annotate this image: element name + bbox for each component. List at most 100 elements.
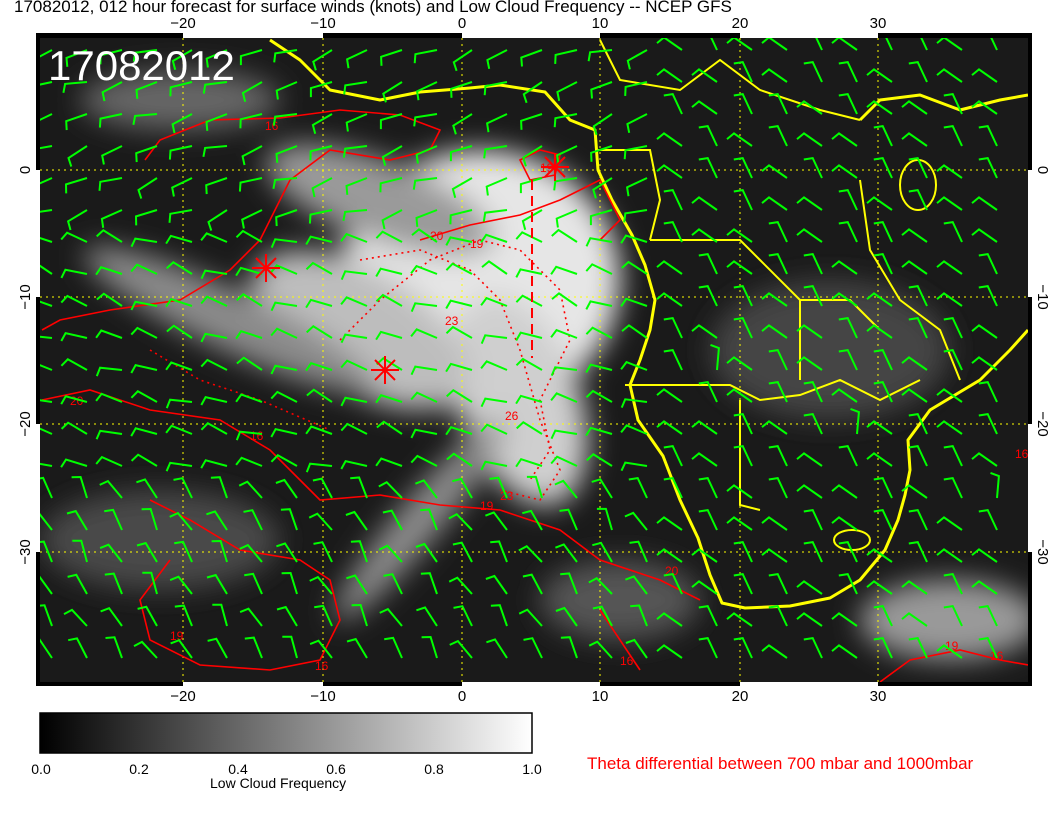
- wind-barb: [105, 636, 123, 659]
- wind-barb: [623, 209, 648, 223]
- wind-barb: [943, 476, 963, 499]
- wind-barb: [550, 366, 578, 376]
- wind-barb: [340, 232, 368, 243]
- wind-barb: [515, 357, 543, 371]
- wind-barb: [850, 407, 860, 435]
- wind-barb: [656, 644, 683, 659]
- wind-barb: [838, 444, 858, 467]
- wind-barb: [239, 607, 263, 627]
- wind-barb: [346, 637, 368, 659]
- wind-barb: [560, 572, 578, 595]
- wind-barb: [40, 237, 53, 243]
- wind-barb: [586, 453, 613, 467]
- wind-barb: [698, 636, 718, 659]
- wind-barb: [978, 604, 998, 627]
- wind-barb: [452, 477, 473, 499]
- wind-barb: [936, 164, 963, 179]
- wind-barb: [379, 113, 403, 130]
- wind-barb: [410, 302, 438, 312]
- wind-barb: [235, 393, 263, 403]
- wind-barb: [943, 572, 963, 595]
- wind-barb: [990, 38, 998, 51]
- wind-barb: [901, 388, 928, 403]
- wind-barb: [379, 607, 403, 627]
- wind-barb: [691, 452, 718, 467]
- wind-barb: [978, 636, 998, 659]
- wind-barb: [733, 92, 753, 115]
- wind-barb: [239, 543, 263, 563]
- wind-barb: [375, 394, 403, 404]
- contour-legend: Theta differential between 700 mbar and …: [587, 754, 974, 773]
- wind-barb: [314, 604, 333, 627]
- wind-barb: [803, 252, 823, 275]
- wind-barb: [656, 132, 683, 147]
- wind-barb: [95, 329, 123, 339]
- wind-barb: [663, 572, 683, 595]
- wind-barb: [311, 113, 333, 134]
- contour-label: 16: [1015, 447, 1029, 461]
- wind-barb: [480, 334, 508, 344]
- wind-barb: [726, 132, 753, 147]
- wind-barb: [592, 541, 613, 563]
- wind-barb: [656, 612, 683, 627]
- wind-barb: [621, 260, 648, 275]
- wind-barb: [212, 603, 228, 627]
- wind-barb: [656, 38, 683, 51]
- wind-barb: [101, 145, 123, 165]
- wind-barb: [95, 392, 123, 403]
- wind-barb: [901, 260, 928, 275]
- wind-barb: [550, 328, 578, 339]
- wind-barb: [340, 359, 368, 371]
- wind-barb: [480, 233, 508, 243]
- wind-barb: [838, 348, 858, 371]
- wind-barb: [971, 452, 998, 467]
- wind-barb: [726, 612, 753, 627]
- wind-barb: [376, 420, 403, 435]
- wind-barb: [60, 458, 88, 468]
- wind-barb: [340, 333, 368, 344]
- wind-barb: [200, 459, 228, 469]
- wind-barb: [270, 364, 298, 375]
- wind-barb: [515, 268, 543, 278]
- wind-barb: [838, 316, 858, 339]
- contour-label: 16: [265, 119, 279, 133]
- wind-barb: [587, 49, 613, 62]
- wind-barb: [551, 292, 578, 307]
- wind-barb: [831, 612, 858, 627]
- wind-barb: [200, 295, 228, 307]
- wind-barb: [621, 324, 648, 339]
- wind-barb: [132, 113, 158, 125]
- wind-barb: [585, 363, 613, 373]
- wind-barb: [449, 639, 473, 659]
- wind-barb: [733, 444, 753, 467]
- wind-barb: [520, 113, 543, 130]
- wind-barb: [100, 606, 123, 627]
- wind-barb: [170, 638, 193, 659]
- lat-tick-left: −20: [17, 411, 34, 436]
- wind-barb: [95, 429, 123, 440]
- wind-barb: [908, 284, 928, 307]
- wind-barb: [375, 330, 403, 341]
- wind-barb: [309, 639, 333, 659]
- wind-barb: [65, 49, 88, 67]
- wind-barb: [449, 209, 473, 225]
- wind-barb: [629, 540, 648, 563]
- wind-barb: [522, 81, 543, 104]
- wind-barb: [908, 540, 928, 563]
- wind-barb: [276, 605, 298, 627]
- wind-barb: [489, 476, 508, 499]
- wind-barb: [135, 145, 158, 163]
- wind-barb: [761, 292, 788, 307]
- wind-barb: [831, 292, 858, 307]
- wind-barb: [445, 236, 473, 246]
- wind-barb: [40, 604, 53, 627]
- wind-barb: [453, 605, 473, 627]
- wind-barb: [275, 145, 298, 163]
- wind-barb: [796, 132, 823, 147]
- wind-barb: [726, 260, 753, 275]
- wind-barb: [592, 605, 613, 627]
- wind-barb: [761, 324, 788, 339]
- wind-barb: [901, 484, 928, 499]
- wind-barb: [95, 455, 123, 467]
- wind-barb: [553, 177, 578, 191]
